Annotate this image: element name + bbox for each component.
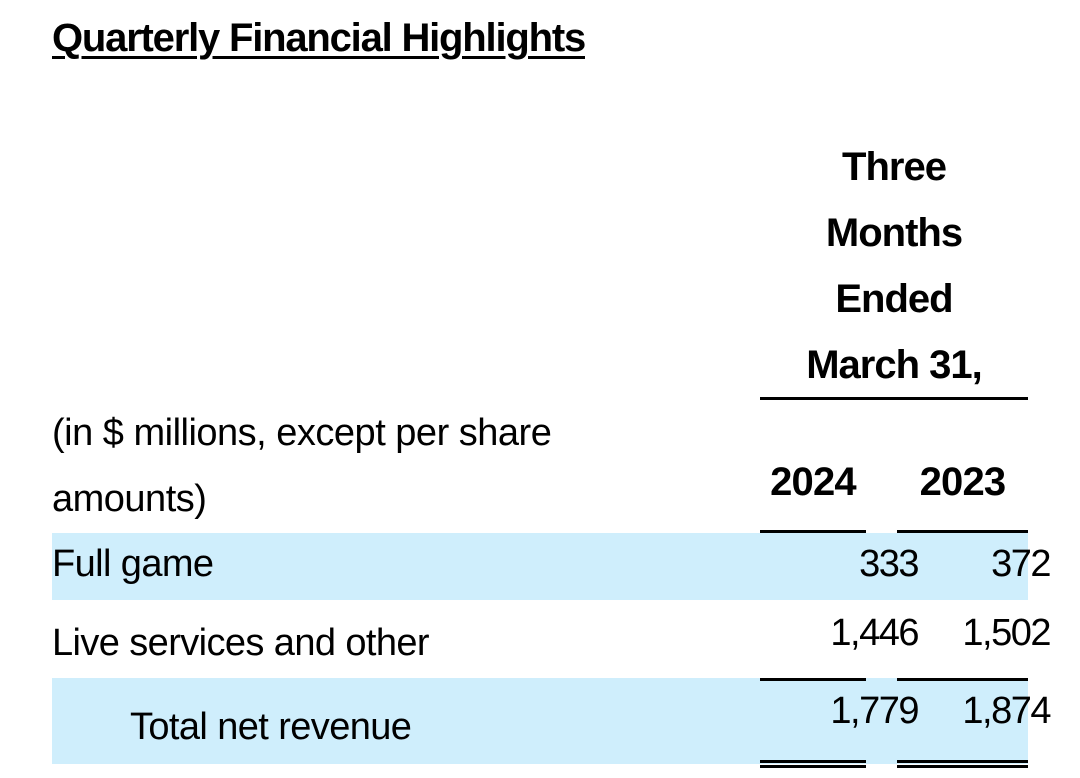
period-header-line: Ended — [835, 277, 953, 321]
total-double-rule — [760, 760, 866, 768]
total-double-rule — [897, 760, 1028, 768]
units-label-line: (in $ millions, except per share — [52, 412, 552, 454]
cell-2023: 1,502 — [962, 612, 1051, 654]
table-row-total-net-revenue: Total net revenue 1,779 1,874 — [52, 678, 1052, 764]
cell-2024: 333 — [859, 543, 919, 585]
table-row-full-game: Full game 333 372 — [52, 533, 1052, 600]
period-header-rule — [760, 397, 1028, 400]
row-label: Total net revenue — [130, 706, 412, 748]
cell-2023: 1,874 — [962, 690, 1051, 732]
column-header-rule — [760, 530, 866, 533]
column-header-2024: 2024 — [770, 460, 857, 504]
units-label-line: amounts) — [52, 478, 207, 520]
cell-2023: 372 — [991, 543, 1051, 585]
row-label: Live services and other — [52, 622, 430, 664]
period-header-line: March 31, — [806, 343, 983, 387]
cell-2024: 1,446 — [830, 612, 919, 654]
column-header-2023: 2023 — [919, 460, 1007, 504]
units-label: (in $ millions, except per share amounts… — [52, 400, 672, 532]
cell-2024: 1,779 — [830, 690, 919, 732]
subtotal-rule — [897, 678, 1028, 681]
page-title: Quarterly Financial Highlights — [52, 16, 586, 60]
period-header: Three Months Ended March 31, — [760, 134, 1028, 398]
period-header-line: Three — [842, 145, 947, 189]
subtotal-rule — [760, 678, 866, 681]
row-label: Full game — [52, 543, 214, 585]
period-header-line: Months — [825, 211, 963, 255]
table-row-live-services: Live services and other 1,446 1,502 — [52, 600, 1052, 678]
column-header-rule — [897, 530, 1028, 533]
